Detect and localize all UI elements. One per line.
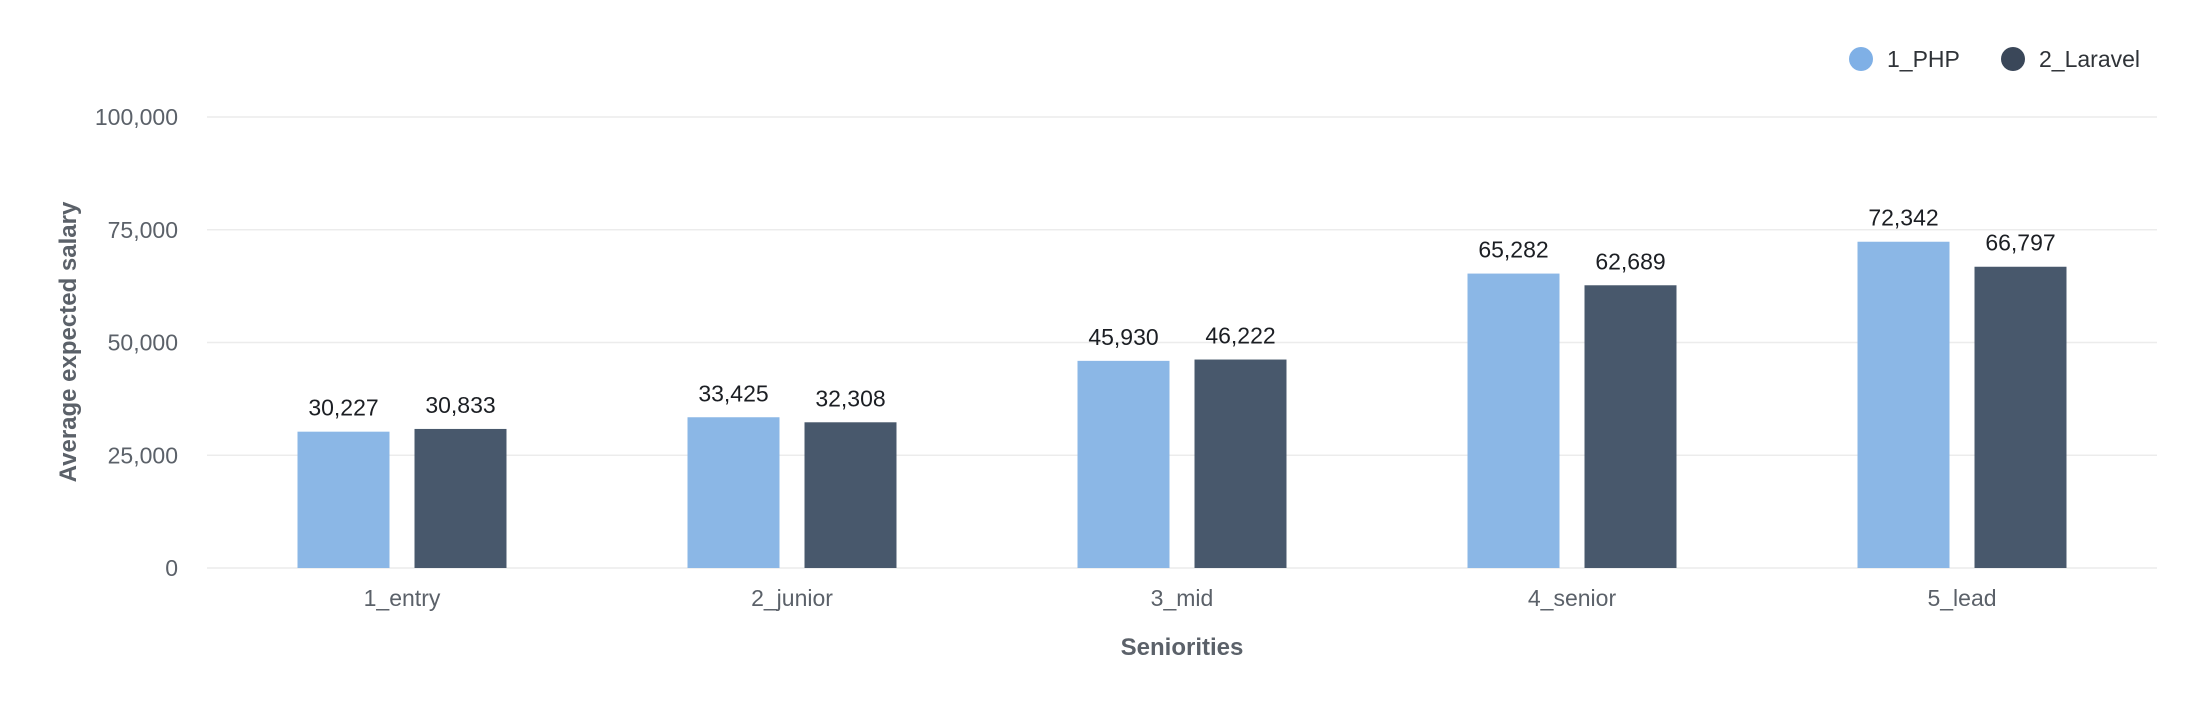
- bar: [1857, 241, 1950, 568]
- y-tick-label: 25,000: [108, 442, 178, 468]
- y-tick-label: 75,000: [108, 217, 178, 243]
- x-tick-label: 3_mid: [1151, 585, 1214, 611]
- data-label: 65,282: [1478, 237, 1548, 263]
- bar: [1077, 360, 1170, 568]
- data-label: 66,797: [1985, 230, 2055, 256]
- x-tick-label: 1_entry: [364, 585, 441, 611]
- data-label: 30,227: [308, 395, 378, 421]
- x-tick-label: 5_lead: [1927, 585, 1996, 611]
- legend-marker: [1849, 47, 1873, 71]
- y-axis-title: Average expected salary: [55, 201, 82, 482]
- data-label: 62,689: [1595, 248, 1665, 274]
- y-tick-label: 0: [165, 555, 178, 581]
- y-axis: 0 25,000 50,000 75,000 100,000: [95, 104, 178, 581]
- data-label: 30,833: [425, 392, 495, 418]
- x-tick-label: 2_junior: [751, 585, 833, 611]
- bar: [1584, 285, 1677, 568]
- x-tick-label: 4_senior: [1528, 585, 1617, 611]
- data-label: 46,222: [1205, 323, 1275, 349]
- bars: [297, 241, 2067, 568]
- bar: [804, 422, 897, 568]
- bar: [1467, 273, 1560, 568]
- data-label: 32,308: [815, 385, 885, 411]
- bar: [1194, 359, 1287, 568]
- data-label: 72,342: [1868, 205, 1938, 231]
- bar: [687, 417, 780, 568]
- x-axis-title: Seniorities: [1121, 634, 1244, 661]
- legend-label: 1_PHP: [1887, 46, 1960, 72]
- legend-label: 2_Laravel: [2039, 46, 2140, 72]
- y-tick-label: 100,000: [95, 104, 178, 130]
- bar: [1974, 266, 2067, 568]
- bar: [297, 431, 390, 568]
- data-labels: 30,227 30,833 33,425 32,308 45,930 46,222 65,2…: [308, 205, 2055, 421]
- bar: [414, 428, 507, 568]
- data-label: 45,930: [1088, 324, 1158, 350]
- gridlines: [207, 116, 2157, 569]
- legend: 1_PHP 2_Laravel: [1849, 46, 2140, 72]
- legend-marker: [2001, 47, 2025, 71]
- data-label: 33,425: [698, 380, 768, 406]
- x-axis: 1_entry 2_junior 3_mid 4_senior 5_lead: [364, 585, 1997, 611]
- y-tick-label: 50,000: [108, 330, 178, 356]
